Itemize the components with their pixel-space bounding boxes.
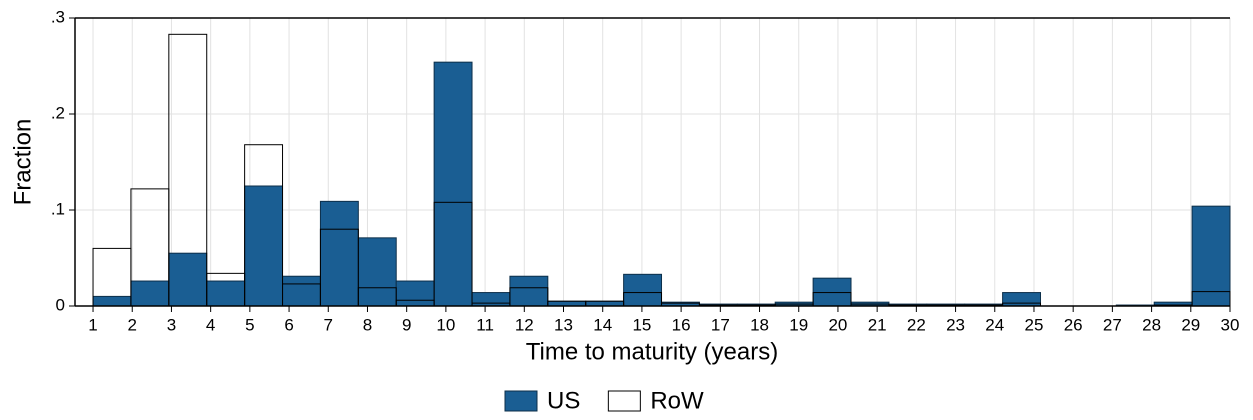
y-tick-label: 0: [56, 295, 65, 314]
bar: [282, 275, 321, 307]
x-tick-label: 20: [828, 315, 847, 334]
x-tick-label: 17: [711, 315, 730, 334]
legend-swatch: [504, 390, 538, 412]
bar: [357, 237, 397, 307]
bar: [395, 280, 435, 307]
legend-label: US: [547, 387, 580, 414]
x-tick-label: 9: [402, 315, 411, 334]
x-tick-label: 12: [515, 315, 534, 334]
bar: [92, 295, 132, 307]
x-tick-label: 27: [1103, 315, 1122, 334]
x-tick-label: 16: [672, 315, 691, 334]
bar: [206, 280, 246, 307]
bar: [433, 61, 473, 307]
x-tick-label: 28: [1142, 315, 1161, 334]
x-axis-title: Time to maturity (years): [526, 338, 778, 365]
x-tick-label: 13: [554, 315, 573, 334]
y-tick-label: .1: [51, 199, 65, 218]
x-tick-label: 8: [363, 315, 372, 334]
x-tick-label: 7: [324, 315, 333, 334]
x-tick-label: 6: [284, 315, 293, 334]
x-tick-label: 24: [985, 315, 1004, 334]
y-tick-label: .3: [51, 7, 65, 26]
x-tick-label: 3: [167, 315, 176, 334]
x-tick-label: 19: [789, 315, 808, 334]
x-tick-label: 4: [206, 315, 215, 334]
y-tick-label: .2: [51, 103, 65, 122]
bar: [244, 185, 284, 307]
bar: [168, 252, 208, 307]
x-tick-label: 21: [868, 315, 887, 334]
x-tick-label: 30: [1221, 315, 1240, 334]
legend-label: RoW: [650, 387, 704, 414]
bar: [319, 200, 359, 307]
bar: [623, 273, 663, 307]
x-tick-label: 14: [593, 315, 612, 334]
x-tick-label: 15: [632, 315, 651, 334]
bar: [130, 280, 170, 307]
y-axis-title: Fraction: [9, 119, 36, 206]
x-tick-label: 25: [1025, 315, 1044, 334]
bar: [509, 275, 549, 307]
x-tick-label: 29: [1181, 315, 1200, 334]
x-tick-label: 5: [245, 315, 254, 334]
legend-swatch: [607, 390, 641, 412]
x-tick-label: 2: [128, 315, 137, 334]
x-tick-label: 22: [907, 315, 926, 334]
bar: [1002, 292, 1042, 307]
bar: [1191, 205, 1231, 307]
x-tick-label: 11: [476, 315, 494, 334]
x-tick-label: 10: [436, 315, 455, 334]
bar: [471, 292, 511, 307]
x-tick-label: 23: [946, 315, 965, 334]
x-tick-label: 1: [88, 315, 97, 334]
x-tick-label: 18: [750, 315, 769, 334]
x-tick-label: 26: [1064, 315, 1083, 334]
